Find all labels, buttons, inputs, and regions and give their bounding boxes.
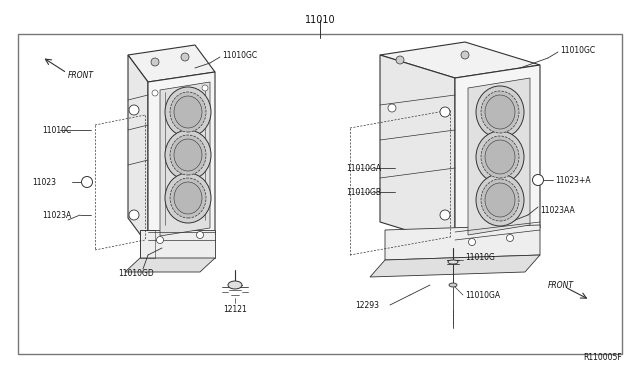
Ellipse shape — [228, 281, 242, 289]
Text: 11010GA: 11010GA — [346, 164, 381, 173]
Circle shape — [532, 174, 543, 186]
Ellipse shape — [165, 173, 211, 223]
Text: 11010G: 11010G — [465, 253, 495, 263]
Ellipse shape — [174, 139, 202, 171]
Text: 11010GA: 11010GA — [465, 291, 500, 299]
Circle shape — [506, 234, 513, 241]
Text: FRONT: FRONT — [68, 71, 94, 80]
Ellipse shape — [174, 182, 202, 214]
Text: 11023: 11023 — [32, 177, 56, 186]
Circle shape — [181, 53, 189, 61]
Circle shape — [129, 105, 139, 115]
Text: 11010GB: 11010GB — [346, 187, 381, 196]
Ellipse shape — [481, 136, 519, 178]
Text: 11010C: 11010C — [42, 125, 71, 135]
Polygon shape — [370, 255, 540, 277]
Circle shape — [152, 90, 158, 96]
Ellipse shape — [481, 179, 519, 221]
Polygon shape — [380, 55, 455, 245]
Text: 11023A: 11023A — [42, 211, 71, 219]
Polygon shape — [148, 72, 215, 245]
Polygon shape — [140, 230, 215, 258]
Text: 12293: 12293 — [355, 301, 379, 310]
Circle shape — [388, 104, 396, 112]
Circle shape — [440, 107, 450, 117]
Polygon shape — [128, 55, 148, 245]
Circle shape — [202, 85, 208, 91]
Text: 12121: 12121 — [223, 305, 247, 314]
Text: 11023AA: 11023AA — [540, 205, 575, 215]
Ellipse shape — [476, 86, 524, 138]
Text: 11010GD: 11010GD — [118, 269, 154, 278]
Polygon shape — [468, 78, 530, 235]
Ellipse shape — [476, 131, 524, 183]
Circle shape — [151, 58, 159, 66]
Text: R110005F: R110005F — [583, 353, 622, 362]
Circle shape — [81, 176, 93, 187]
Polygon shape — [380, 42, 540, 78]
Polygon shape — [128, 45, 215, 82]
Text: 11010GC: 11010GC — [560, 45, 595, 55]
Bar — [18, 34, 622, 354]
Text: 11010GC: 11010GC — [222, 51, 257, 60]
Circle shape — [440, 210, 450, 220]
Ellipse shape — [476, 174, 524, 226]
Ellipse shape — [174, 96, 202, 128]
Text: FRONT: FRONT — [548, 280, 574, 289]
Polygon shape — [385, 225, 540, 260]
Ellipse shape — [481, 91, 519, 133]
Circle shape — [461, 51, 469, 59]
Polygon shape — [125, 258, 215, 272]
Circle shape — [468, 238, 476, 246]
Ellipse shape — [165, 87, 211, 137]
Ellipse shape — [165, 130, 211, 180]
Circle shape — [396, 56, 404, 64]
Ellipse shape — [170, 92, 206, 132]
Ellipse shape — [170, 178, 206, 218]
Text: 11023+A: 11023+A — [555, 176, 591, 185]
Circle shape — [129, 210, 139, 220]
Circle shape — [157, 237, 163, 244]
Ellipse shape — [485, 183, 515, 217]
Ellipse shape — [449, 283, 457, 287]
Ellipse shape — [448, 260, 458, 264]
Ellipse shape — [485, 140, 515, 174]
Circle shape — [196, 231, 204, 238]
Ellipse shape — [485, 95, 515, 129]
Polygon shape — [160, 82, 210, 236]
Ellipse shape — [170, 135, 206, 175]
Text: 11010: 11010 — [305, 15, 335, 25]
Polygon shape — [455, 65, 540, 245]
